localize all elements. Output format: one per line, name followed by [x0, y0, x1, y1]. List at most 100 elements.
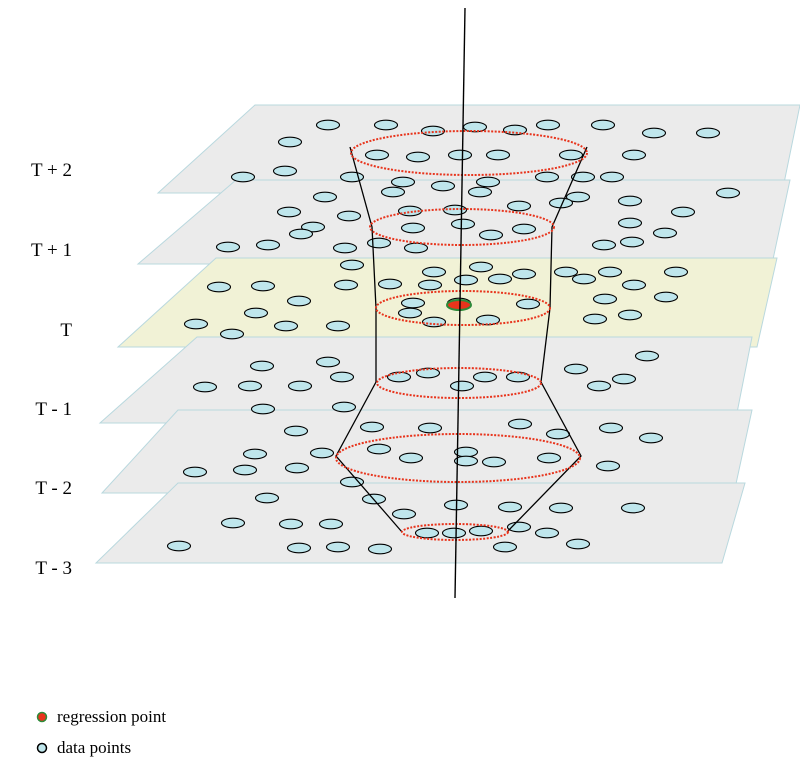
data-point — [534, 527, 560, 539]
data-point — [565, 191, 591, 203]
data-point — [364, 149, 390, 161]
data-point — [421, 266, 447, 278]
data-point — [312, 191, 338, 203]
data-point — [620, 502, 646, 514]
data-point — [545, 428, 571, 440]
data-point — [582, 313, 608, 325]
data-point — [339, 476, 365, 488]
data-point — [663, 266, 689, 278]
data-point — [590, 119, 616, 131]
data-point — [339, 171, 365, 183]
data-point — [430, 180, 456, 192]
data-points — [166, 119, 741, 555]
data-point — [652, 227, 678, 239]
neighborhood-ring — [375, 290, 551, 326]
data-point — [638, 432, 664, 444]
data-point — [570, 171, 596, 183]
data-point — [497, 501, 523, 513]
data-point — [398, 452, 424, 464]
data-point — [284, 462, 310, 474]
data-point — [315, 119, 341, 131]
layer-label-t-plus-1: T + 1 — [31, 240, 72, 261]
data-point — [417, 422, 443, 434]
data-point — [453, 274, 479, 286]
data-point — [183, 318, 209, 330]
time-axis — [454, 7, 466, 599]
data-point — [380, 186, 406, 198]
neighborhood-ring — [369, 208, 555, 246]
data-point — [481, 456, 507, 468]
data-point — [255, 239, 281, 251]
data-point — [563, 363, 589, 375]
data-point — [243, 307, 269, 319]
data-point — [621, 279, 647, 291]
data-point — [467, 186, 493, 198]
data-point — [595, 460, 621, 472]
data-point — [325, 541, 351, 553]
data-point — [405, 151, 431, 163]
regression-point — [446, 299, 472, 311]
data-point — [276, 206, 302, 218]
data-point — [536, 452, 562, 464]
data-point — [449, 380, 475, 392]
legend-regression-point: regression point — [36, 707, 166, 727]
data-point — [373, 119, 399, 131]
data-point — [485, 149, 511, 161]
data-point — [653, 291, 679, 303]
data-point — [441, 527, 467, 539]
data-point — [166, 540, 192, 552]
data-point — [278, 518, 304, 530]
data-point — [507, 418, 533, 430]
data-point — [511, 223, 537, 235]
data-point — [242, 448, 268, 460]
data-point — [336, 210, 362, 222]
data-point — [366, 237, 392, 249]
data-point — [475, 176, 501, 188]
data-point — [611, 373, 637, 385]
data-point — [715, 187, 741, 199]
data-point — [286, 542, 312, 554]
data-point — [548, 502, 574, 514]
data-point — [318, 518, 344, 530]
data-point — [377, 278, 403, 290]
data-point — [417, 279, 443, 291]
data-point — [254, 492, 280, 504]
data-point — [695, 127, 721, 139]
data-point-icon — [36, 742, 48, 754]
data-point — [641, 127, 667, 139]
layer-label-t-minus-1: T - 1 — [35, 399, 72, 420]
data-point — [447, 149, 473, 161]
data-point — [230, 171, 256, 183]
data-point — [367, 543, 393, 555]
data-point — [215, 241, 241, 253]
plane-5 — [94, 482, 746, 564]
data-point — [237, 380, 263, 392]
data-point — [487, 273, 513, 285]
data-point — [182, 466, 208, 478]
data-point — [331, 401, 357, 413]
neighborhood-ring — [350, 130, 588, 176]
data-point — [617, 195, 643, 207]
data-point — [206, 281, 232, 293]
data-point — [597, 266, 623, 278]
layer-label-t-minus-3: T - 3 — [35, 558, 72, 579]
data-point — [192, 381, 218, 393]
legend-data-label: data points — [57, 738, 132, 757]
data-point — [535, 119, 561, 131]
data-point — [617, 217, 643, 229]
data-point — [592, 293, 618, 305]
data-point — [309, 447, 335, 459]
data-point — [220, 517, 246, 529]
data-point — [403, 242, 429, 254]
legend-regression-label: regression point — [57, 707, 167, 726]
data-point — [390, 176, 416, 188]
data-point — [277, 136, 303, 148]
data-point — [558, 149, 584, 161]
data-point — [329, 371, 355, 383]
time-axis-line — [454, 7, 466, 599]
neighborhood-ring — [335, 433, 581, 483]
data-point — [598, 422, 624, 434]
data-point — [414, 527, 440, 539]
data-point — [634, 350, 660, 362]
